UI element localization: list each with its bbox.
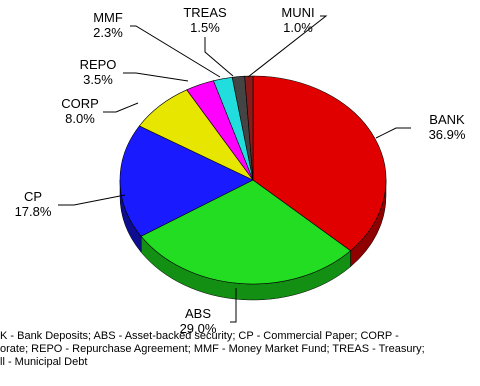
leader-line-repo: [123, 72, 189, 82]
slice-label-bank: BANK: [429, 112, 465, 127]
leader-line-mmf: [130, 25, 221, 78]
slice-label-mmf: MMF: [93, 10, 123, 25]
pie-slice-cp: [119, 125, 254, 237]
slice-pct-cp: 17.8%: [15, 204, 52, 219]
slice-label-muni: MUNI: [281, 5, 314, 20]
pie-slice-abs: [140, 179, 352, 285]
leader-line-abs: [230, 288, 237, 323]
slice-label-cp: CP: [24, 189, 42, 204]
slice-pct-repo: 3.5%: [83, 72, 113, 87]
slice-label-treas: TREAS: [183, 5, 227, 20]
leader-line-corp: [103, 102, 139, 113]
pie-slice-bank: [252, 75, 387, 252]
leader-line-bank: [375, 127, 411, 139]
slice-pct-treas: 1.5%: [190, 20, 220, 35]
slice-pct-bank: 36.9%: [429, 127, 466, 142]
slice-label-repo: REPO: [80, 57, 117, 72]
slice-pct-corp: 8.0%: [65, 111, 95, 126]
abbreviation-footnote: K - Bank Deposits; ABS - Asset-backed se…: [0, 330, 425, 368]
slice-pct-mmf: 2.3%: [93, 25, 123, 40]
slice-pct-muni: 1.0%: [283, 20, 313, 35]
slice-label-corp: CORP: [61, 96, 99, 111]
slice-label-abs: ABS: [185, 306, 211, 321]
pie-slices: [119, 75, 387, 285]
leader-line-cp: [58, 194, 126, 206]
leader-line-treas: [204, 37, 234, 77]
slice-pct-abs: 29.0%: [180, 321, 217, 336]
leader-line-muni: [247, 15, 328, 78]
